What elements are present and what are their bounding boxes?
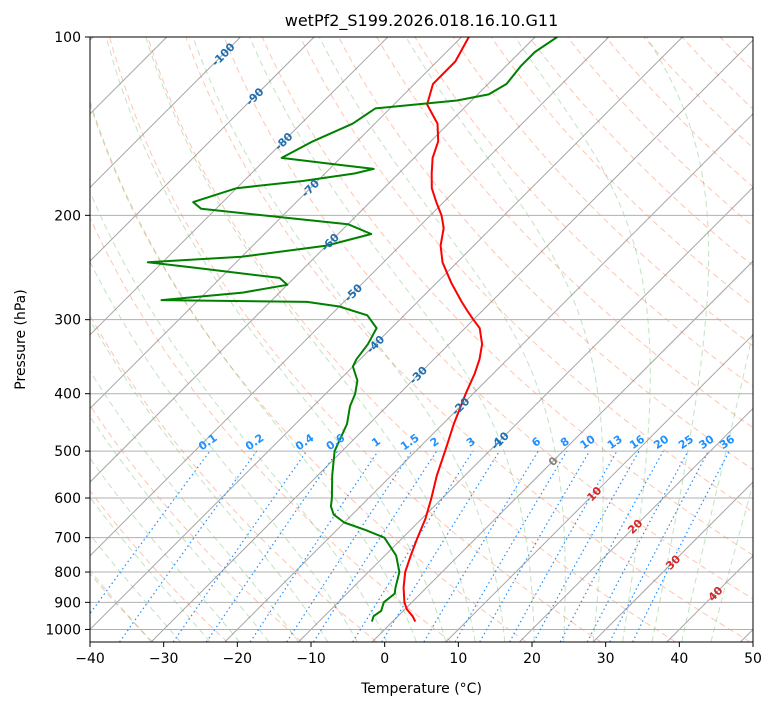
dry-adiabat-line — [643, 37, 753, 149]
moist-adiabat-line — [681, 329, 753, 642]
mixing-ratio-line — [479, 450, 591, 642]
isotherm-line — [90, 37, 462, 410]
x-tick-label: 30 — [597, 651, 615, 667]
y-tick-label: 500 — [54, 444, 81, 460]
x-tick-label: 50 — [744, 651, 762, 667]
y-tick-label: 100 — [54, 30, 81, 46]
dry-adiabat-line — [185, 37, 751, 642]
mixing-ratio-line — [172, 450, 308, 642]
mixing-ratio-line — [454, 450, 568, 642]
isotherms — [90, 37, 753, 642]
temperature-trace — [402, 37, 484, 623]
x-tick-label: 40 — [670, 651, 688, 667]
dry-adiabat-line — [605, 37, 753, 188]
x-tick-label: −20 — [223, 651, 253, 667]
dry-adiabat-line — [338, 37, 753, 471]
pressure-gridlines — [90, 37, 753, 630]
moist-adiabat-line — [405, 37, 604, 642]
isotherm-line — [90, 37, 536, 483]
isotherm-line — [224, 113, 753, 642]
moist-adiabat-line — [90, 99, 417, 642]
isotherm-line — [90, 37, 389, 336]
x-tick-label: 0 — [380, 651, 389, 667]
mixing-ratio-line — [352, 450, 474, 642]
dry-adiabat-line — [109, 37, 602, 642]
dewpoint-trace — [146, 37, 558, 622]
isotherm-line — [90, 37, 241, 189]
mixing-ratio-lines — [90, 450, 730, 642]
dry-adiabat-line — [147, 37, 676, 642]
dry-adiabat-line — [90, 216, 452, 642]
moist-adiabat-line — [90, 457, 240, 642]
moist-adiabat-line — [145, 37, 476, 642]
mixing-ratio-line — [509, 450, 618, 642]
y-axis-title: Pressure (hPa) — [13, 289, 29, 389]
chart-title: wetPf2_S199.2026.018.16.10.G11 — [285, 11, 559, 31]
isotherm-line — [90, 37, 683, 631]
y-tick-label: 800 — [54, 565, 81, 581]
y-tick-label: 200 — [54, 208, 81, 224]
mixing-ratio-line — [381, 450, 501, 642]
x-axis-title: Temperature (°C) — [360, 681, 482, 697]
mixing-ratio-line — [119, 450, 258, 642]
dry-adiabat-line — [490, 37, 753, 307]
dry-adiabat-line — [223, 37, 753, 600]
x-tick-label: −30 — [149, 651, 179, 667]
mixing-ratio-line — [286, 450, 413, 642]
plot-area — [90, 37, 753, 642]
y-tick-label: 1000 — [45, 622, 81, 638]
moist-adiabat-line — [318, 37, 566, 642]
isotherm-line — [445, 334, 753, 642]
moist-adiabat-line — [192, 37, 506, 642]
mixing-ratio-line — [312, 450, 438, 642]
mixing-ratio-line — [533, 450, 640, 642]
moist-adiabats — [90, 37, 753, 642]
y-tick-label: 400 — [54, 387, 81, 403]
moist-adiabat-line — [90, 260, 358, 642]
dry-adiabat-line — [299, 37, 753, 513]
moist-adiabat-line — [90, 496, 211, 642]
mixing-ratio-line — [559, 450, 664, 642]
isotherm-line — [298, 186, 753, 642]
moist-adiabat-line — [90, 533, 181, 642]
moist-adiabat-line — [710, 482, 753, 642]
isotherm-line — [371, 260, 753, 642]
dry-adiabat-line — [414, 37, 753, 388]
moist-adiabat-line — [514, 37, 651, 642]
y-tick-label: 700 — [54, 531, 81, 547]
plot-frame — [89, 36, 754, 643]
dry-adiabat-line — [376, 37, 753, 429]
mixing-ratio-line — [423, 450, 539, 642]
isotherm-line — [90, 37, 315, 262]
x-tick-label: −10 — [296, 651, 326, 667]
x-tick-label: 10 — [449, 651, 467, 667]
y-tick-label: 900 — [54, 595, 81, 611]
moist-adiabat-line — [646, 37, 710, 642]
moist-adiabat-line — [90, 190, 388, 642]
isotherm-line — [90, 37, 610, 557]
y-tick-label: 600 — [54, 491, 81, 507]
x-tick-label: 20 — [523, 651, 541, 667]
moist-adiabat-line — [249, 37, 535, 642]
dry-adiabat-line — [90, 314, 378, 642]
dry-adiabat-line — [452, 37, 753, 347]
isotherm-line — [150, 39, 753, 642]
dry-adiabat-line — [90, 404, 303, 642]
dry-adiabat-line — [90, 102, 527, 642]
mixing-ratio-line — [90, 450, 211, 615]
x-tick-label: −40 — [75, 651, 105, 667]
isotherm-line — [519, 407, 753, 642]
dry-adiabat-line — [261, 37, 753, 556]
isotherm-line — [592, 481, 753, 642]
y-tick-label: 300 — [54, 313, 81, 329]
dry-adiabats — [90, 37, 753, 642]
axis-ticks: −40 −30 −20 −10 0 10 20 30 40 50 1000 900 800 700 600 5… — [45, 30, 762, 667]
